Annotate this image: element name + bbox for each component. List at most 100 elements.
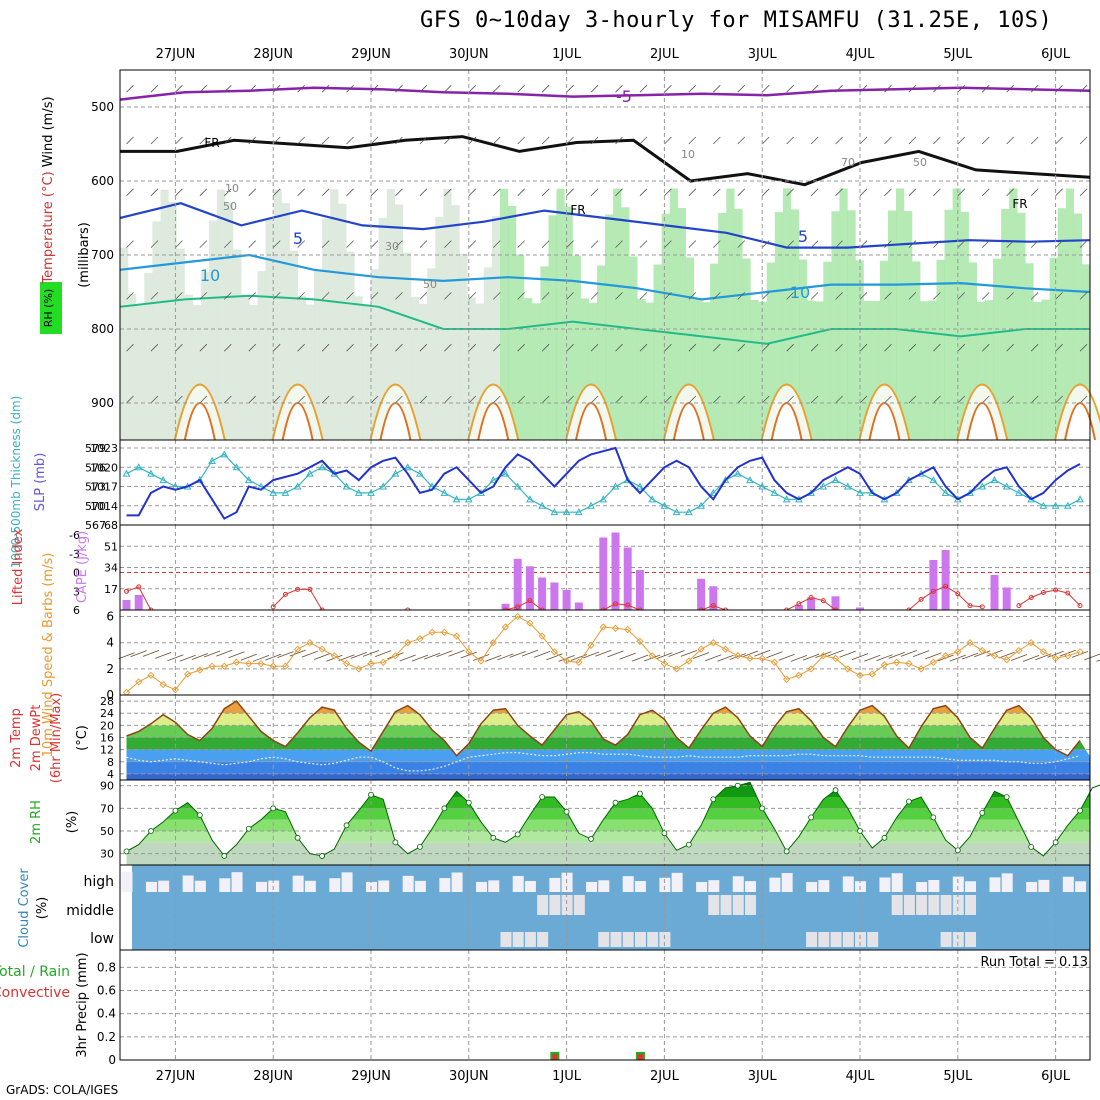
rh-marker — [906, 798, 912, 805]
rh-shading — [847, 210, 856, 440]
thickness-marker — [538, 501, 546, 509]
wind-barb — [754, 649, 771, 657]
wind-speed-marker — [183, 670, 192, 678]
wind-barb — [492, 188, 501, 197]
cloud-middle-cell — [720, 895, 732, 915]
wind-speed-marker — [856, 671, 864, 680]
wind-barb — [937, 654, 954, 662]
contour-label: 5 — [293, 229, 303, 248]
rh-marker — [637, 790, 643, 797]
thickness-marker — [623, 476, 632, 484]
cloud-low-cell — [830, 932, 842, 947]
wind-barb — [224, 240, 232, 248]
wind-barb — [590, 136, 599, 145]
wind-barb — [444, 395, 452, 404]
thickness-marker — [1039, 501, 1048, 509]
wind-barb — [839, 650, 856, 658]
thickness-marker — [147, 469, 155, 477]
thickness-marker — [1002, 482, 1011, 490]
thickness-ytick-label: 576 — [85, 461, 106, 474]
date-label-bottom: 1JUL — [552, 1069, 582, 1084]
wind-barb — [582, 651, 600, 659]
wind-barb — [419, 292, 428, 300]
contour-label: 50 — [423, 278, 437, 291]
wind-barb — [492, 395, 501, 404]
wind-barb — [199, 240, 208, 248]
lifted-index-marker — [515, 604, 521, 610]
wind-barb — [590, 343, 599, 352]
wind-speed-marker — [550, 648, 559, 656]
wind-barb — [199, 136, 208, 145]
date-label-top: 1JUL — [552, 47, 582, 62]
wind-barb — [167, 654, 184, 662]
cloud-high-cell — [524, 880, 536, 892]
rh-shading — [1025, 263, 1034, 440]
wind-barb — [150, 343, 159, 352]
cloud-high-cell — [476, 881, 488, 892]
cape-bar — [941, 550, 950, 610]
wind-barb — [884, 136, 892, 145]
rh-unit-label: (%) — [65, 811, 80, 834]
wind-barb — [1006, 292, 1014, 300]
lifted-index-marker — [270, 604, 276, 610]
thickness-marker — [990, 476, 999, 484]
wind-barb — [1047, 650, 1064, 658]
wind-speed-marker — [355, 665, 363, 673]
cloud-high-cell — [928, 879, 940, 892]
wind-barb — [252, 655, 270, 662]
wind-barb — [444, 84, 452, 93]
chart-title: GFS 0~10day 3-hourly for MISAMFU (31.25E… — [420, 8, 1053, 33]
lifted-index-line — [505, 600, 543, 611]
rh-shading — [273, 189, 282, 440]
wind-barb — [240, 653, 257, 661]
upper-axis-label: Temperature (°C) Wind (m/s) — [41, 96, 56, 284]
wind-barb — [321, 136, 330, 145]
wind-barb — [395, 136, 403, 145]
wind-barb — [521, 649, 539, 657]
wind-barb — [786, 84, 794, 93]
thickness-marker — [526, 495, 534, 503]
lifted-index-marker — [710, 603, 716, 609]
cloud-low-cell — [500, 932, 512, 947]
rh-shading — [386, 189, 395, 440]
thickness-marker — [819, 482, 828, 490]
wind-barb — [957, 292, 966, 300]
rh-shading — [467, 297, 476, 440]
wind-barb — [737, 240, 746, 248]
wind-barb — [688, 84, 697, 93]
wind-barb — [639, 188, 648, 197]
cape-bar — [807, 597, 816, 610]
wind-barb — [126, 395, 134, 404]
lifted-index-marker — [955, 591, 961, 597]
wind-barb — [737, 343, 746, 352]
wind-speed-marker — [404, 639, 412, 647]
wind-barb — [1079, 292, 1088, 300]
rh-marker — [392, 839, 399, 846]
wind-speed-marker — [709, 639, 717, 647]
precip-ytick-label: 0.4 — [97, 1007, 116, 1021]
wind-axis-label: 10m Wind Speed & Barbs (m/s) — [41, 553, 56, 758]
wind-speed-marker — [685, 657, 693, 665]
wind-barb — [248, 395, 257, 404]
wind-barb — [321, 188, 330, 197]
cape-bar — [134, 595, 143, 610]
cloud-low-cell — [940, 932, 952, 947]
wind-barb — [321, 395, 330, 404]
rh-shading — [726, 188, 735, 440]
date-label-bottom: 27JUN — [156, 1069, 196, 1084]
wind-barb — [981, 292, 990, 300]
precip-axis-label: 3hr Precip (mm) — [75, 952, 90, 1057]
temperature-contour — [119, 253, 1091, 301]
rh-shading — [572, 255, 581, 440]
li-ytick-label: 6 — [73, 604, 80, 617]
wind-speed-marker — [575, 658, 583, 666]
date-label-top: 5JUL — [943, 47, 973, 62]
rh-marker — [416, 843, 423, 850]
wind-barb — [615, 188, 623, 197]
cloud-high-cell — [708, 880, 720, 892]
wind-barb — [444, 240, 452, 248]
wind-barb — [615, 136, 623, 145]
wind-barb — [835, 240, 843, 248]
wind-speed-marker — [990, 652, 999, 660]
wind-barb — [688, 343, 697, 352]
